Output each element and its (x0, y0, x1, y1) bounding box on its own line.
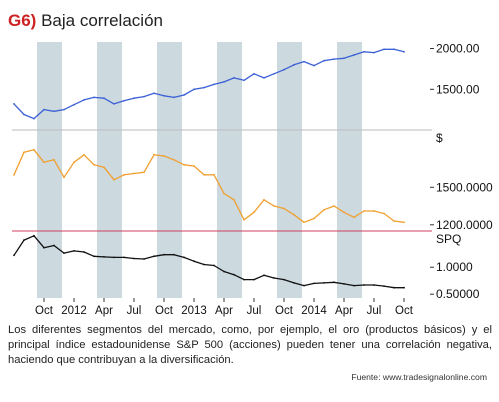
chart-caption: Los diferentes segmentos del mercado, co… (8, 324, 492, 367)
y-tick-label: 1500.00 (436, 82, 480, 96)
shaded-band-3 (157, 42, 182, 298)
y-tick-label: 0.50000 (436, 287, 480, 301)
x-tick-label: Apr (95, 305, 113, 317)
x-tick-label: Apr (215, 305, 233, 317)
shaded-band-6 (337, 42, 362, 298)
shaded-band-4 (217, 42, 242, 298)
y-tick-label: 1500.0000 (436, 180, 493, 194)
x-tick-label: Jul (247, 305, 262, 317)
y-tick-label: 2000.00 (436, 42, 480, 56)
x-tick-label: Apr (335, 305, 353, 317)
spq-line (13, 235, 404, 289)
figure-title: Baja correlación (41, 11, 163, 30)
line-chart: 2000.00 1500.00 1500.0000 1200.0000 $1.0000 0… (12, 42, 493, 317)
x-tick-label: Oct (275, 305, 294, 317)
x-tick-label: Oct (155, 305, 174, 317)
figure-tag: G6) (8, 11, 37, 30)
y-tick-label: 1200.0000 (436, 218, 493, 232)
panel-unit-label: SPQ (436, 232, 461, 246)
x-tick-label: Oct (395, 305, 414, 317)
chart-title: G6) Baja correlación (8, 11, 163, 31)
x-tick-label: Jul (127, 305, 142, 317)
gold-line (13, 149, 405, 223)
source-note: Fuente: www.tradesignalonline.com (351, 372, 487, 382)
x-tick-label: 2013 (181, 305, 207, 317)
shaded-band-1 (37, 42, 62, 298)
x-tick-label: Jul (367, 305, 382, 317)
s-p-500-line (13, 48, 405, 120)
x-tick-label: Oct (35, 305, 54, 317)
y-tick-label: 1.0000 (436, 260, 473, 274)
x-tick-label: 2012 (61, 305, 87, 317)
shaded-band-5 (277, 42, 302, 298)
x-tick-label: 2014 (301, 305, 327, 317)
shaded-band-2 (97, 42, 122, 298)
panel-unit-label: $ (436, 131, 443, 145)
